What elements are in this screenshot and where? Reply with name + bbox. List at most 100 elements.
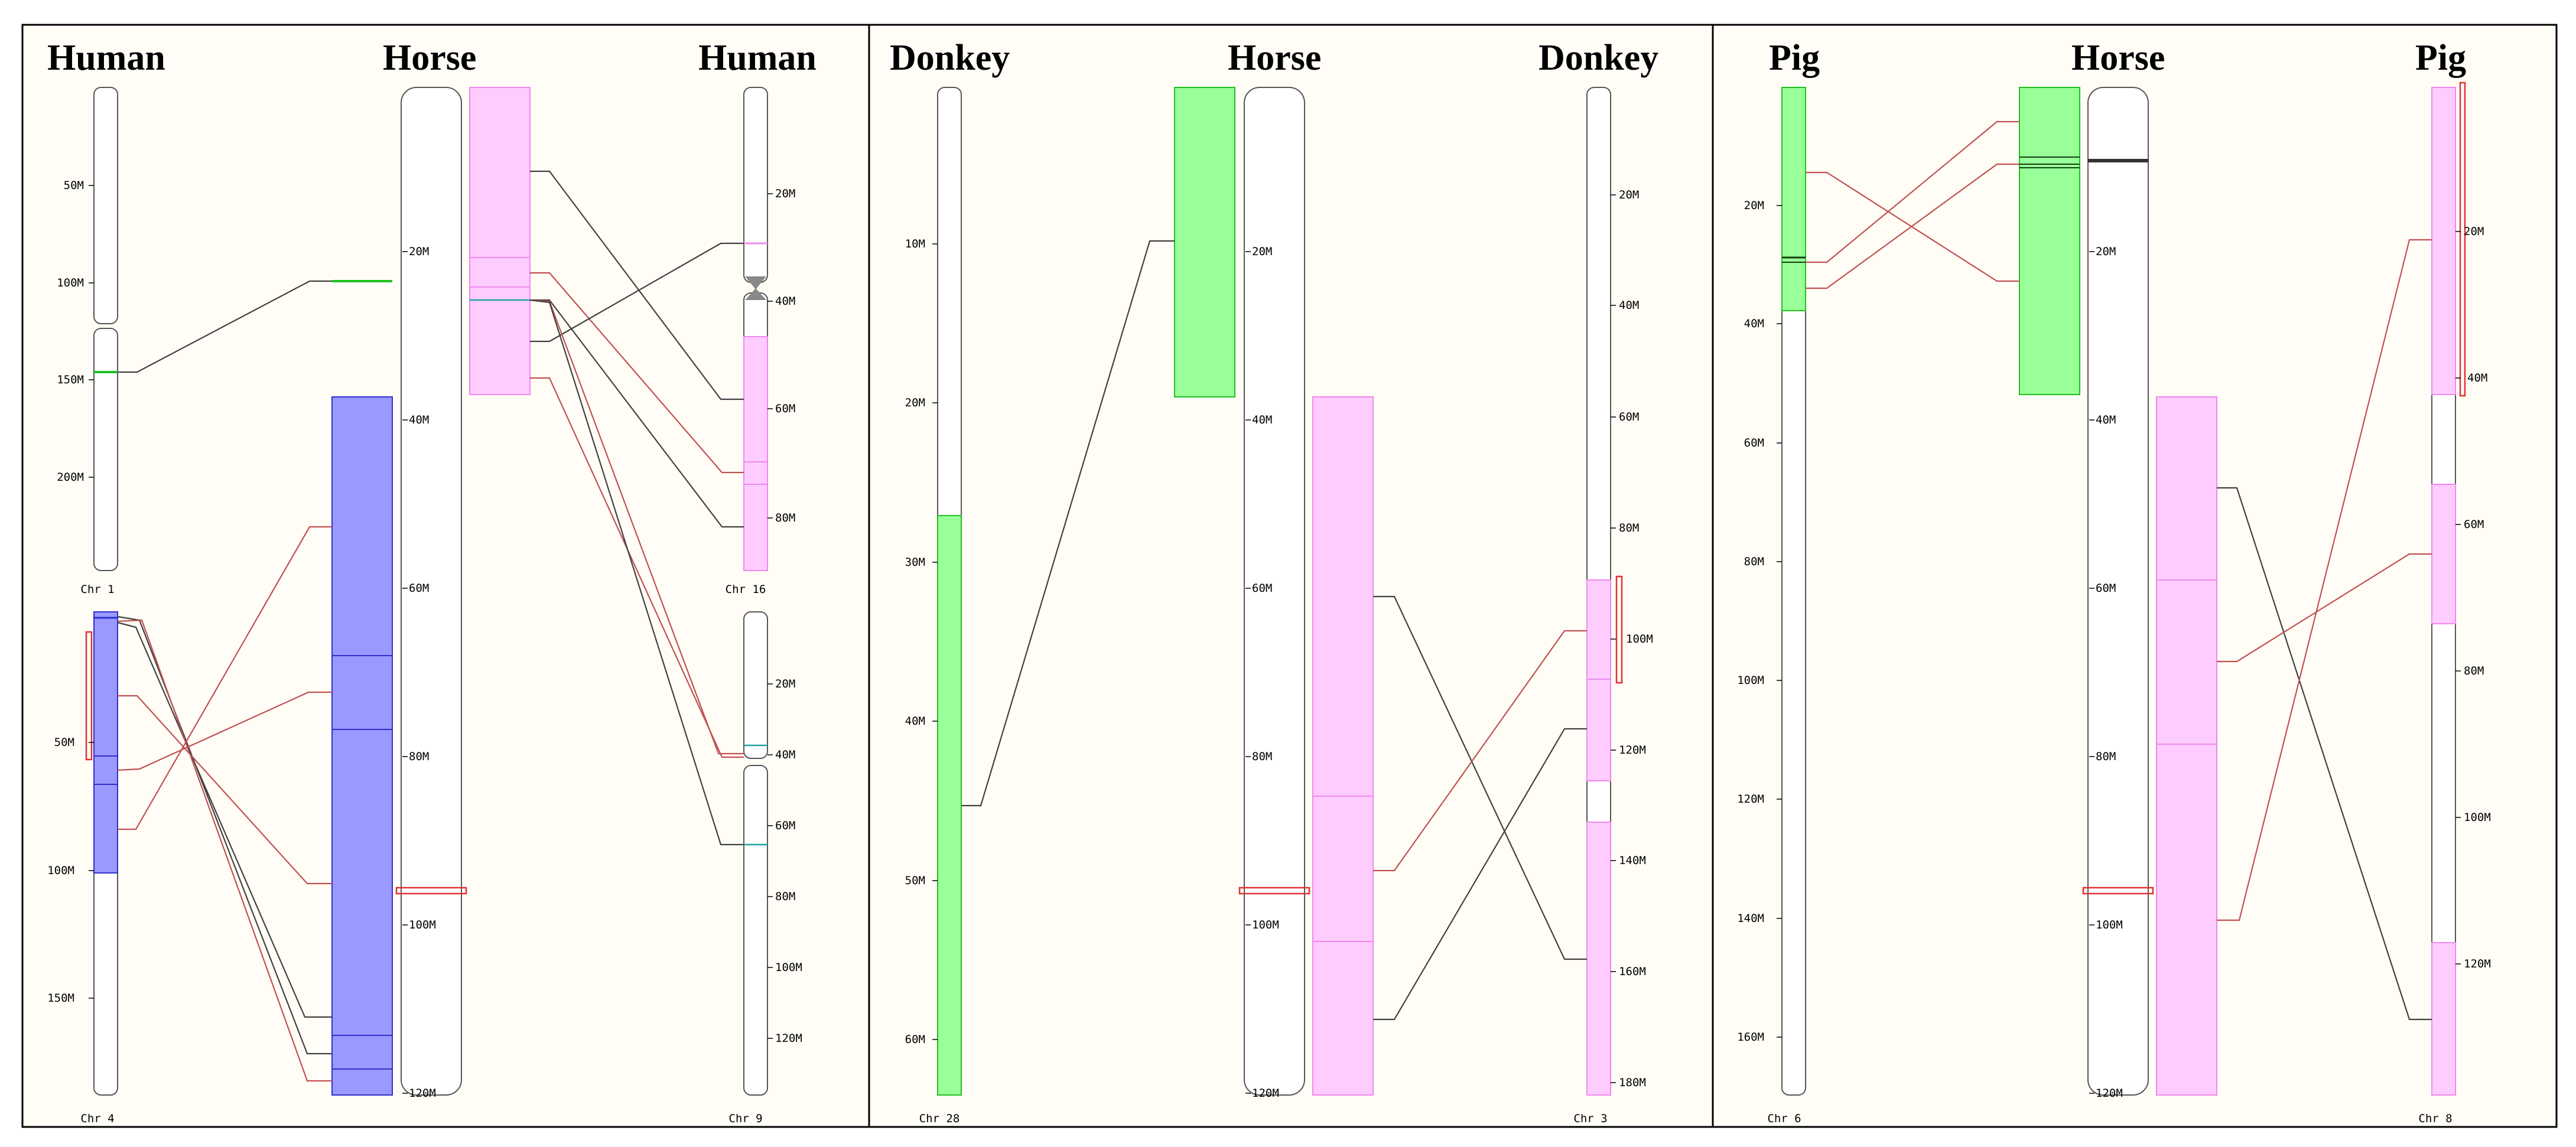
tick-label: 40M <box>2096 413 2116 426</box>
synteny-block-green <box>1174 87 1235 397</box>
synteny-block-blue <box>93 611 118 874</box>
synteny-block-blue <box>331 396 393 1096</box>
tick-label: 80M <box>1744 555 1764 568</box>
tick-label: 100M <box>1252 918 1279 931</box>
synteny-block-green <box>2019 87 2080 395</box>
synteny-block-pink <box>1586 579 1611 781</box>
tick-label: 60M <box>2096 582 2116 595</box>
tick-label: 120M <box>1737 793 1764 806</box>
highlight-marker <box>1615 575 1623 684</box>
chromosome-horse-center: 20M 40M 60M 80M 100M 120M <box>2019 87 2217 1100</box>
tick-label: 120M <box>1619 744 1646 757</box>
tick-label: 100M <box>2464 811 2491 824</box>
tick-label: 100M <box>57 276 84 289</box>
highlight-marker <box>1238 887 1310 895</box>
chromosome-label: Chr 16 <box>726 583 766 596</box>
chromosome-arm <box>401 87 462 1096</box>
chromosome-horse-center: 20M 40M 60M 80M 100M 120M <box>1174 87 1374 1100</box>
panel-title-right: Donkey <box>1539 38 1658 78</box>
tick-label: 80M <box>2464 664 2484 677</box>
tick-label: 100M <box>1626 633 1653 646</box>
tick-label: 80M <box>1252 750 1272 763</box>
tick-label: 200M <box>57 471 84 484</box>
synteny-block-pink <box>743 336 768 571</box>
chromosome-arm <box>743 87 768 283</box>
centromere <box>745 288 766 300</box>
tick-label: 140M <box>1737 912 1764 925</box>
tick-label: 100M <box>2096 918 2123 931</box>
tick-label: 60M <box>1744 436 1764 449</box>
chromosome-pig-chr8: 20M 40M 60M 80M 100M 120M Chr 8 <box>2418 82 2491 1125</box>
tick-label: 20M <box>1744 199 1764 212</box>
chromosome-human-chr4: 50M 100M 150M Chr 4 <box>47 611 118 1125</box>
centromere <box>745 276 766 289</box>
tick-label: 20M <box>1252 245 1272 258</box>
tick-label: 60M <box>1619 410 1639 423</box>
panel-title-center: Horse <box>2071 38 2165 78</box>
tick-label: 80M <box>409 750 429 763</box>
panel-donkey-horse: Donkey Horse Donkey 10M 20M 30M 40M 50M … <box>868 24 1714 1128</box>
chromosome-arm <box>2087 87 2149 1096</box>
tick-label: 120M <box>2464 957 2491 970</box>
synteny-block-pink <box>2431 484 2456 624</box>
chromosome-human-chr16: 20M 40M 60M 80M Chr 16 <box>726 87 795 596</box>
synteny-block-pink <box>1312 396 1374 1096</box>
tick-label: 10M <box>905 237 925 250</box>
tick-label: 60M <box>775 819 795 832</box>
panel-title-center: Horse <box>383 38 476 78</box>
chromosome-label: Chr 8 <box>2418 1112 2452 1125</box>
chromosome-horse-center: 20M 40M 60M 80M 100M 120M <box>331 87 531 1100</box>
tick-label: 100M <box>409 918 436 931</box>
highlight-marker <box>2459 82 2466 397</box>
highlight-marker <box>395 887 467 895</box>
tick-label: 20M <box>409 245 429 258</box>
tick-label: 20M <box>775 187 795 200</box>
tick-label: 140M <box>1619 854 1646 867</box>
panel-title-right: Pig <box>2415 38 2466 78</box>
panel-title-left: Donkey <box>890 38 1010 78</box>
panel-title-left: Human <box>47 38 165 78</box>
tick-label: 160M <box>1737 1031 1764 1044</box>
tick-label: 40M <box>905 715 925 728</box>
tick-label: 80M <box>2096 750 2116 763</box>
tick-label: 100M <box>775 961 802 974</box>
chromosome-label: Chr 3 <box>1573 1112 1607 1125</box>
chromosome-human-chr1: 50M 100M 150M 200M Chr 1 <box>57 87 118 596</box>
tick-label: 30M <box>905 556 925 569</box>
synteny-block-green <box>937 515 962 1096</box>
tick-label: 40M <box>1619 299 1639 312</box>
tick-label: 120M <box>1252 1087 1279 1100</box>
highlight-marker <box>85 631 93 761</box>
chromosome-human-chr9: 20M 40M 60M 80M 100M 120M Chr 9 <box>728 611 802 1125</box>
tick-label: 40M <box>1252 413 1272 426</box>
tick-label: 60M <box>2464 518 2484 531</box>
chromosome-donkey-chr28: 10M 20M 30M 40M 50M 60M Chr 28 <box>905 87 962 1125</box>
chromosome-label: Chr 9 <box>728 1112 762 1125</box>
panel-human-horse: Human Horse Human 50M 100M 150M 200M Chr… <box>21 24 870 1128</box>
chromosome-arm <box>743 611 768 759</box>
tick-label: 60M <box>905 1033 925 1046</box>
synteny-links <box>1806 120 2432 1021</box>
synteny-block-pink <box>1586 822 1611 1096</box>
tick-label: 40M <box>775 748 795 761</box>
tick-label: 100M <box>47 864 74 877</box>
synteny-block-pink <box>2156 396 2217 1096</box>
chromosome-pig-chr6: 20M 40M 60M 80M 100M 120M 140M 160M Chr … <box>1737 87 1806 1125</box>
tick-label: 40M <box>775 295 795 308</box>
tick-label: 20M <box>775 677 795 690</box>
tick-label: 80M <box>1619 522 1639 535</box>
tick-label: 50M <box>54 736 74 749</box>
tick-label: 50M <box>905 874 925 887</box>
tick-label: 20M <box>2096 245 2116 258</box>
tick-label: 180M <box>1619 1076 1646 1089</box>
tick-label: 40M <box>2467 372 2487 384</box>
tick-label: 80M <box>775 511 795 524</box>
synteny-block-pink <box>2431 87 2456 395</box>
synteny-block-pink <box>469 87 531 395</box>
panel-title-center: Horse <box>1228 38 1321 78</box>
synteny-links <box>961 240 1587 1021</box>
chromosome-donkey-chr3: 20M 40M 60M 80M 100M 120M 140M 160M 180M… <box>1573 87 1653 1125</box>
panel-pig-horse: Pig Horse Pig 20M 40M 60M 80M 100M 120M … <box>1712 24 2558 1128</box>
chromosome-arm <box>1244 87 1305 1096</box>
